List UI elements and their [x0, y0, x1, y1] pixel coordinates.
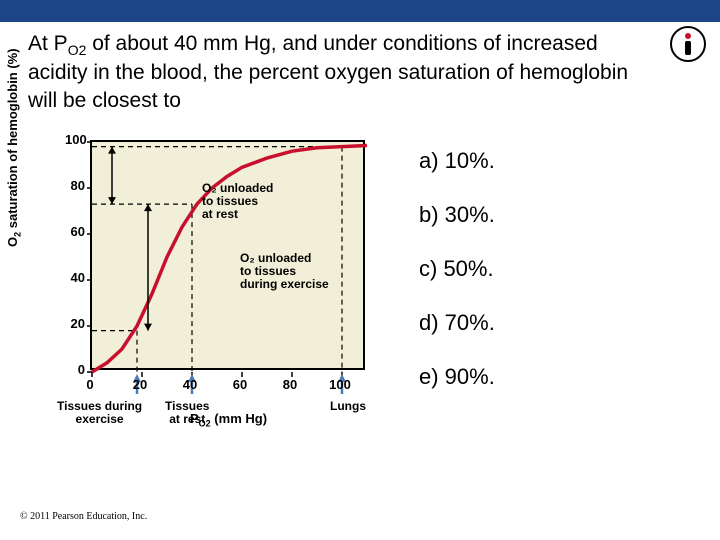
xlabel-rest: (mm Hg) [211, 411, 267, 426]
option-d: d) 70%. [415, 310, 700, 336]
option-a: a) 10%. [415, 148, 700, 174]
option-c: c) 50%. [415, 256, 700, 282]
ytick: 20 [65, 316, 85, 331]
question-prefix: At P [28, 32, 68, 55]
xtick: 40 [178, 377, 202, 392]
xtick: 0 [78, 377, 102, 392]
options-list: a) 10%. b) 30%. c) 50%. d) 70%. e) 90%. [415, 122, 700, 437]
xtick: 60 [228, 377, 252, 392]
ytick: 60 [65, 224, 85, 239]
option-b: b) 30%. [415, 202, 700, 228]
chart-annotation: O₂ unloadedto tissuesduring exercise [240, 252, 329, 292]
ytick: 100 [65, 132, 85, 147]
question-text: At PO2 of about 40 mm Hg, and under cond… [0, 22, 720, 122]
xtick: 20 [128, 377, 152, 392]
info-icon [670, 26, 706, 62]
chart: O₂ unloadedto tissuesat rest O₂ unloadedt… [5, 122, 395, 437]
xtick: 100 [328, 377, 352, 392]
plot-background: O₂ unloadedto tissuesat rest O₂ unloadedt… [90, 140, 365, 370]
x-arrow-label: Tissuesat rest [165, 400, 209, 426]
content-row: O₂ unloadedto tissuesat rest O₂ unloadedt… [0, 122, 720, 437]
option-e: e) 90%. [415, 364, 700, 390]
y-axis-label: O2 saturation of hemoglobin (%) [5, 48, 23, 247]
ytick: 80 [65, 178, 85, 193]
question-rest: of about 40 mm Hg, and under conditions … [28, 32, 628, 112]
xtick: 80 [278, 377, 302, 392]
chart-annotation: O₂ unloadedto tissuesat rest [202, 182, 273, 222]
copyright: © 2011 Pearson Education, Inc. [20, 511, 147, 522]
question-sub: O2 [68, 42, 87, 58]
x-arrow-label: Tissues duringexercise [57, 400, 142, 426]
ytick: 0 [65, 362, 85, 377]
ytick: 40 [65, 270, 85, 285]
top-bar [0, 0, 720, 22]
x-arrow-label: Lungs [330, 400, 366, 413]
